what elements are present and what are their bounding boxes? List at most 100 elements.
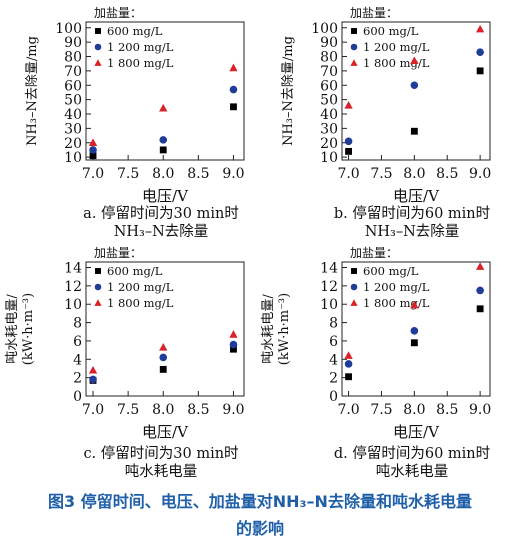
y-tick-label: 20 — [320, 136, 338, 152]
x-tick-label: 7.5 — [370, 166, 392, 182]
y-tick-label: 20 — [64, 136, 82, 152]
x-tick-label: 8.5 — [436, 402, 458, 418]
legend-label: 1 800 mg/L — [363, 296, 430, 310]
legend-title: 加盐量： — [94, 246, 142, 260]
data-point-square — [476, 67, 484, 75]
data-point-triangle — [410, 56, 419, 65]
y-tick-label: 2 — [329, 371, 338, 387]
data-point-square — [230, 103, 237, 111]
legend-marker-square — [95, 268, 101, 274]
x-tick-label: 7.0 — [337, 166, 359, 182]
x-tick-label: 8.5 — [187, 166, 209, 182]
legend-label: 1 200 mg/L — [363, 40, 430, 54]
y-tick-label: 60 — [64, 78, 82, 94]
legend-label: 1 200 mg/L — [107, 280, 174, 294]
y-axis-label-line2: (kW·h·m⁻³) — [21, 293, 36, 365]
data-point-triangle — [159, 343, 168, 351]
y-tick-label: 10 — [320, 150, 338, 166]
y-tick-label: 30 — [320, 121, 338, 137]
y-tick-label: 4 — [329, 352, 338, 368]
x-tick-label: 7.0 — [82, 402, 104, 418]
legend-title: 加盐量： — [350, 246, 398, 260]
panel-caption-line1: d. 停留时间为60 min时 — [334, 445, 490, 462]
x-tick-label: 8.0 — [403, 166, 425, 182]
panel-caption-line2: 吨水耗电量 — [376, 463, 449, 480]
legend-marker-circle — [94, 43, 102, 51]
panel-caption-line2: NH₃–N去除量 — [365, 223, 460, 240]
y-tick-label: 6 — [73, 334, 82, 350]
data-point-square — [410, 339, 418, 347]
x-tick-label: 7.0 — [82, 166, 104, 182]
data-point-circle — [89, 375, 97, 384]
y-tick-label: 70 — [64, 64, 82, 80]
x-tick-label: 7.0 — [337, 402, 359, 418]
data-point-circle — [344, 137, 353, 146]
legend-marker-circle — [350, 43, 358, 51]
y-tick-label: 14 — [320, 261, 338, 277]
y-tick-label: 0 — [329, 389, 338, 405]
x-tick-label: 8.0 — [152, 402, 174, 418]
y-tick-label: 6 — [329, 334, 338, 350]
plot-frame — [341, 21, 491, 161]
x-axis-label: 电压/V — [393, 187, 440, 205]
legend-label: 1 800 mg/L — [107, 296, 174, 310]
data-point-triangle — [229, 330, 238, 338]
legend-label: 600 mg/L — [363, 264, 419, 278]
legend: 加盐量： 600 mg/L 1 200 mg/L 1 800 mg/L — [350, 246, 430, 310]
legend-title: 加盐量： — [94, 6, 142, 20]
data-point-circle — [410, 81, 419, 90]
data-point-square — [230, 345, 237, 353]
y-tick-label: 100 — [311, 21, 338, 37]
y-tick-label: 40 — [64, 107, 82, 123]
y-tick-label: 60 — [320, 78, 338, 94]
figure-canvas: 7.0 7.5 8.0 8.5 9.0102030405060708090100电压/V… — [5, 6, 491, 480]
y-axis-label: NH₃–N去除量/mg — [281, 36, 296, 146]
y-tick-label: 80 — [64, 50, 82, 66]
y-tick-label: 10 — [64, 150, 82, 166]
chart-panel-d: 7.0 7.5 8.0 8.5 9.0 0 2 4 6 8 10 12 14 电压/V 吨水耗电量/(kW·… — [261, 246, 491, 480]
y-tick-label: 90 — [64, 35, 82, 51]
data-point-circle — [159, 136, 168, 144]
x-tick-label: 7.5 — [117, 166, 139, 182]
y-tick-label: 14 — [64, 261, 82, 277]
legend-marker-triangle — [94, 299, 102, 306]
y-tick-label: 4 — [73, 352, 82, 368]
legend-marker-square — [95, 28, 101, 34]
data-point-triangle — [159, 103, 168, 112]
y-tick-label: 8 — [73, 316, 82, 332]
y-tick-label: 30 — [64, 121, 82, 137]
data-point-triangle — [410, 300, 419, 309]
data-point-circle — [89, 146, 97, 154]
legend-title: 加盐量： — [350, 6, 398, 20]
data-point-square — [159, 146, 167, 154]
data-point-triangle — [88, 138, 98, 146]
data-point-triangle — [344, 351, 353, 359]
data-point-circle — [344, 360, 353, 368]
panel-caption-line1: b. 停留时间为60 min时 — [334, 205, 490, 222]
y-axis-label: NH₃–N去除量/mg — [25, 36, 40, 146]
legend: 加盐量： 600 mg/L 1 200 mg/L 1 800 mg/L — [94, 246, 174, 310]
panel-caption-line2: NH₃–N去除量 — [114, 223, 209, 240]
legend-label: 600 mg/L — [107, 24, 163, 38]
y-tick-label: 8 — [329, 316, 338, 332]
data-point-circle — [476, 48, 484, 56]
data-point-square — [476, 305, 484, 313]
data-point-square — [159, 365, 167, 373]
legend-label: 1 800 mg/L — [107, 56, 174, 70]
y-tick-label: 40 — [320, 107, 338, 123]
x-tick-label: 8.0 — [403, 402, 425, 418]
legend-label: 600 mg/L — [363, 24, 419, 38]
legend-marker-square — [351, 28, 357, 34]
data-point-triangle — [344, 101, 353, 109]
data-point-square — [345, 147, 352, 155]
y-tick-label: 2 — [73, 371, 82, 387]
legend-label: 1 800 mg/L — [363, 56, 430, 70]
x-tick-label: 7.5 — [370, 402, 392, 418]
x-axis-label: 电压/V — [142, 187, 189, 205]
y-tick-label: 12 — [320, 279, 338, 295]
legend-marker-circle — [350, 283, 358, 291]
x-tick-label: 8.0 — [152, 166, 174, 182]
x-tick-label: 8.5 — [187, 402, 209, 418]
